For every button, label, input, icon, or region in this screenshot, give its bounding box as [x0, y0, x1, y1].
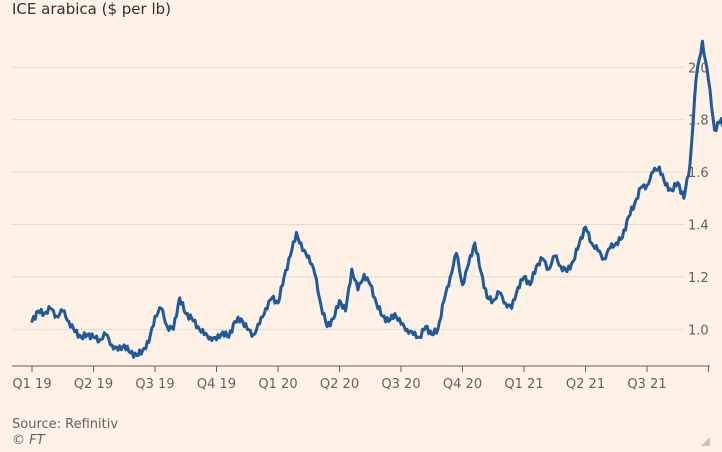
y-tick-label: 1.8 — [688, 114, 709, 129]
x-tick-label: Q3 20 — [381, 377, 420, 392]
chart-title: ICE arabica ($ per lb) — [12, 0, 171, 18]
y-tick-label: 1.2 — [688, 271, 709, 286]
gridlines — [12, 66, 684, 330]
x-tick-label: Q2 19 — [74, 377, 113, 392]
ft-credit: © FT — [12, 433, 45, 448]
x-tick-label: Q1 20 — [258, 377, 297, 392]
y-tick-label: 1.6 — [688, 166, 709, 181]
series-layer — [30, 39, 722, 359]
x-tick-label: Q2 21 — [566, 377, 605, 392]
x-tick-label: Q3 21 — [627, 377, 666, 392]
x-axis-labels: Q1 19 Q2 19 Q3 19 Q4 19 Q1 20 Q2 20 Q3 20 Q4 20… — [12, 377, 666, 392]
resize-corner-icon — [701, 437, 710, 446]
series-line-ice-arabica — [30, 39, 722, 359]
y-tick-label: 1.0 — [688, 323, 709, 338]
x-tick-label: Q4 20 — [443, 377, 482, 392]
x-tick-label: Q1 19 — [12, 377, 51, 392]
x-tick-label: Q2 20 — [320, 377, 359, 392]
y-axis-labels: 1.01.21.41.61.82.0 — [688, 61, 709, 338]
x-tick-label: Q3 19 — [135, 377, 174, 392]
source-note: Source: Refinitiv — [12, 417, 119, 432]
x-tick-label: Q4 19 — [197, 377, 236, 392]
x-tick-label: Q1 21 — [504, 377, 543, 392]
y-tick-label: 1.4 — [688, 219, 709, 234]
x-axis — [12, 365, 710, 372]
